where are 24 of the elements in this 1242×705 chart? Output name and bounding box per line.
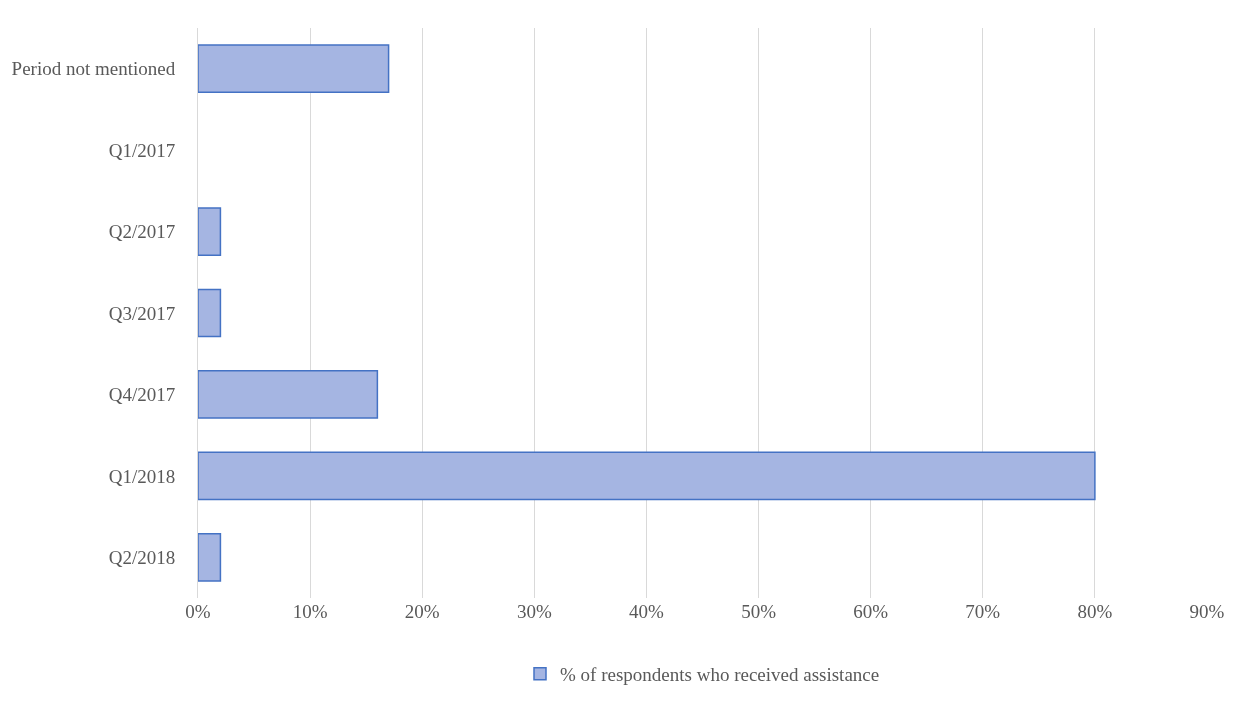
x-tick-label: 80% (1077, 601, 1113, 622)
x-tick-label: 30% (516, 601, 552, 622)
y-tick-label: Q2/2017 (108, 221, 176, 243)
x-tick-label: 70% (965, 601, 1001, 622)
y-tick-label: Q1/2017 (108, 139, 176, 161)
x-tick-label: 60% (853, 601, 889, 622)
x-tick-label: 50% (741, 601, 777, 622)
bar (198, 451, 1096, 501)
bar (198, 370, 379, 419)
x-tick-label: 90% (1189, 601, 1225, 622)
y-tick-label: Q3/2017 (108, 302, 176, 324)
bar (198, 532, 222, 582)
y-tick-label: Q2/2018 (108, 546, 176, 568)
x-tick-label: 20% (404, 601, 440, 622)
x-tick-label: 10% (292, 601, 328, 622)
y-tick-label: Q1/2018 (108, 465, 176, 487)
bar (198, 44, 390, 94)
x-tick-label: 0% (185, 601, 211, 622)
y-tick-label: Q4/2017 (108, 384, 176, 406)
legend-label: % of respondents who received assistance (560, 664, 880, 686)
bar (198, 207, 222, 256)
y-tick-label: Period not mentioned (11, 58, 176, 80)
bar (198, 288, 222, 338)
x-tick-label: 40% (629, 601, 665, 622)
